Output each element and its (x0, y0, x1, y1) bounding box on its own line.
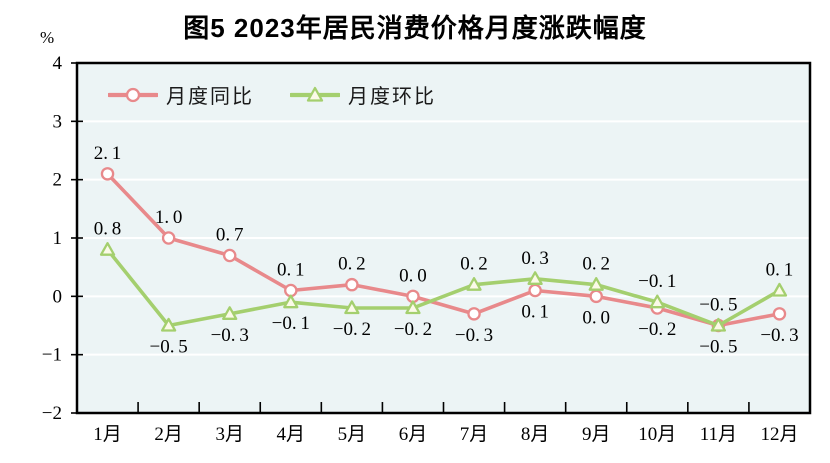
triangle-marker (710, 317, 727, 332)
y-tick-label: 0 (53, 286, 63, 307)
data-label: −0. 2 (333, 319, 371, 340)
y-tick-label: 2 (53, 170, 63, 191)
y-tick-label: −2 (42, 403, 62, 424)
data-label: 0. 2 (582, 254, 610, 275)
y-tick-label: 3 (53, 111, 63, 132)
data-label: 1. 0 (155, 207, 183, 228)
y-tick-label: −1 (42, 345, 62, 366)
triangle-marker (466, 277, 482, 291)
x-category-label: 4月 (277, 424, 306, 445)
data-label: −0. 1 (638, 271, 676, 292)
data-label: 0. 1 (277, 260, 305, 281)
circle-marker (467, 307, 481, 321)
circle-marker (406, 289, 420, 304)
circle-marker (345, 277, 359, 292)
data-label: 0. 0 (582, 307, 610, 328)
x-category-label: 11月 (700, 424, 737, 445)
triangle-marker (527, 271, 543, 285)
data-label: 0. 2 (338, 254, 366, 275)
data-label: −0. 3 (760, 325, 798, 346)
triangle-marker (405, 300, 421, 315)
circle-marker (528, 283, 542, 298)
circle-marker (100, 167, 115, 181)
chart-legend: 月度同比 月度环比 (108, 80, 436, 109)
data-label: 0. 8 (94, 219, 122, 240)
data-label: 2. 1 (94, 143, 122, 164)
triangle-marker (283, 294, 299, 309)
legend-item-mom: 月度环比 (290, 80, 436, 109)
data-label: −0. 3 (455, 325, 493, 346)
triangle-marker (222, 306, 238, 320)
data-label: −0. 3 (211, 325, 249, 346)
y-axis-unit-label: % (40, 28, 55, 47)
circle-marker (284, 283, 298, 298)
data-label: −0. 2 (394, 319, 432, 340)
x-category-label: 7月 (460, 424, 489, 445)
data-label: 0. 3 (521, 248, 549, 269)
circle-marker (772, 307, 787, 321)
series-line-月度同比 (105, 172, 782, 328)
x-category-label: 5月 (338, 424, 367, 445)
triangle-marker (771, 282, 788, 297)
x-category-label: 3月 (215, 424, 244, 445)
data-label: −0. 5 (699, 337, 737, 358)
y-tick-label: 4 (53, 53, 63, 74)
y-tick-label: 1 (53, 228, 63, 249)
x-category-label: 1月 (93, 424, 122, 445)
triangle-marker (649, 294, 665, 309)
triangle-marker (160, 317, 177, 332)
x-category-label: 8月 (521, 424, 550, 445)
triangle-marker (344, 300, 360, 315)
legend-label-mom: 月度环比 (348, 86, 436, 108)
x-category-label: 9月 (582, 424, 611, 445)
circle-marker (589, 289, 603, 304)
data-label: 0. 1 (766, 260, 794, 281)
series-line-月度环比 (105, 247, 782, 328)
triangle-marker (588, 277, 604, 291)
legend-item-yoy: 月度同比 (108, 80, 254, 109)
x-category-label: 2月 (154, 424, 183, 445)
x-category-label: 6月 (399, 424, 428, 445)
legend-label-yoy: 月度同比 (166, 86, 254, 108)
data-label: 0. 1 (521, 302, 549, 323)
data-label: 0. 0 (399, 265, 427, 286)
mom-line-triangle-marker-icon (290, 86, 340, 104)
data-label: 0. 7 (216, 225, 244, 246)
triangle-marker (99, 242, 116, 256)
data-label: −0. 5 (149, 337, 187, 358)
circle-marker (222, 248, 237, 263)
x-category-label: 10月 (638, 424, 676, 445)
data-label: 0. 2 (460, 254, 488, 275)
data-label: −0. 2 (638, 319, 676, 340)
circle-marker (161, 231, 176, 245)
yoy-line-circle-marker-icon (108, 86, 158, 104)
plot-border (75, 61, 812, 415)
x-category-label: 12月 (760, 424, 798, 445)
data-label: −0. 5 (699, 295, 737, 316)
chart-title: 图5 2023年居民消费价格月度涨跌幅度 (183, 13, 647, 43)
data-label: −0. 1 (272, 313, 310, 334)
